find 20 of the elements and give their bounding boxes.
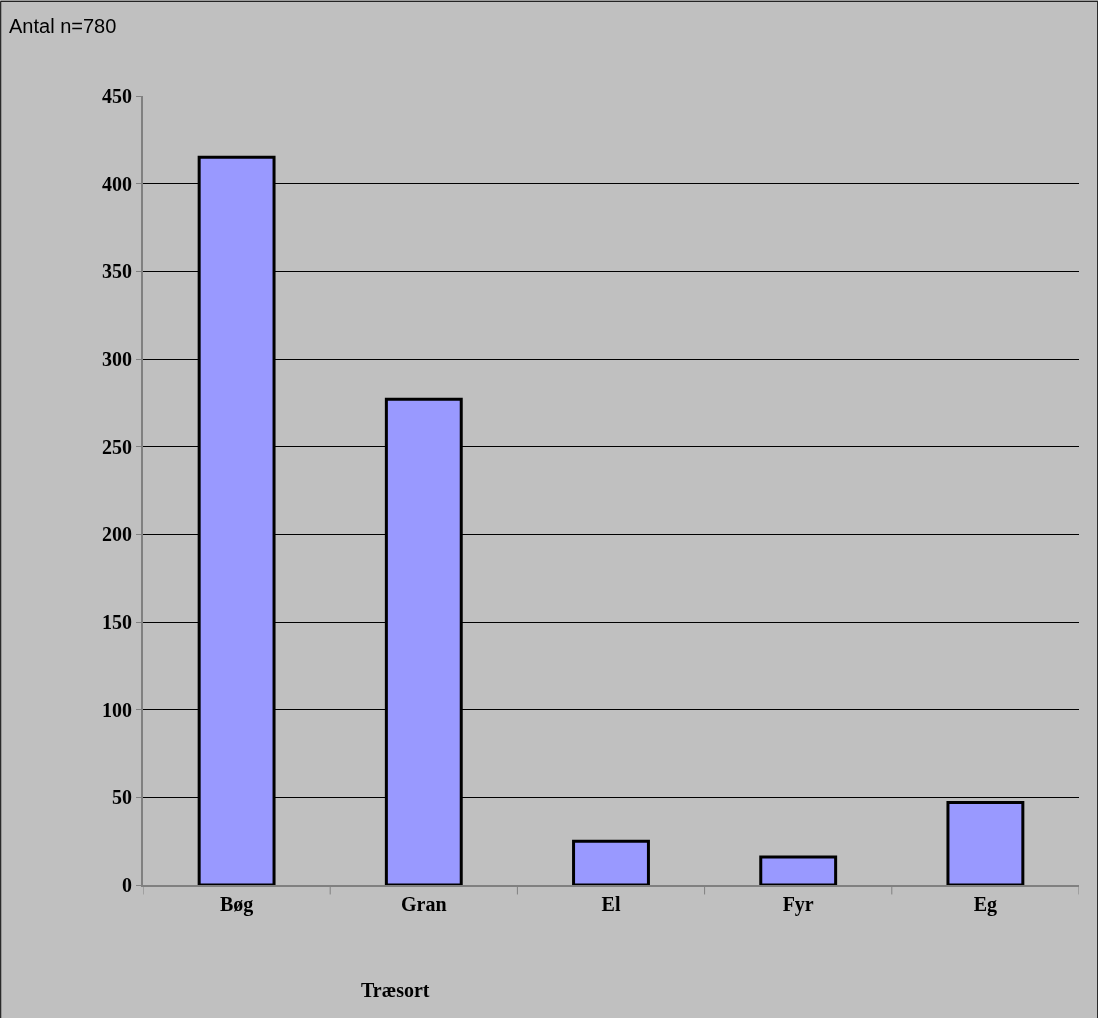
x-tick-label: Eg: [973, 893, 998, 916]
y-tick-label: 50: [112, 786, 132, 809]
y-tick-label: 400: [102, 172, 132, 195]
y-tick-label: 250: [102, 435, 132, 458]
bar: [946, 801, 1025, 885]
bar: [759, 855, 838, 885]
x-axis-title: Træsort: [361, 979, 430, 1001]
y-tick-label: 300: [102, 348, 132, 370]
x-tick-label: Fyr: [782, 893, 814, 916]
y-tick-label: 450: [102, 85, 132, 107]
y-tick-label: 100: [102, 698, 132, 721]
y-tick-label: 350: [102, 260, 132, 283]
x-tick-label: Bøg: [219, 893, 254, 916]
bar: [572, 839, 650, 885]
y-axis-title: Antal n=780: [9, 15, 117, 37]
x-tick-label: El: [601, 893, 621, 915]
y-tick-label: 150: [102, 611, 132, 633]
y-tick-label: 0: [122, 874, 132, 896]
x-tick-label: Gran: [401, 893, 447, 915]
y-tick-label: 200: [102, 523, 132, 546]
